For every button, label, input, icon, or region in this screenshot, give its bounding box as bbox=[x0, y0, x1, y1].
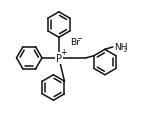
Text: 2: 2 bbox=[124, 47, 128, 52]
Text: P: P bbox=[56, 53, 62, 63]
Text: Br: Br bbox=[70, 38, 80, 47]
Text: −: − bbox=[76, 35, 82, 41]
Text: NH: NH bbox=[114, 42, 128, 51]
Text: +: + bbox=[60, 47, 67, 56]
